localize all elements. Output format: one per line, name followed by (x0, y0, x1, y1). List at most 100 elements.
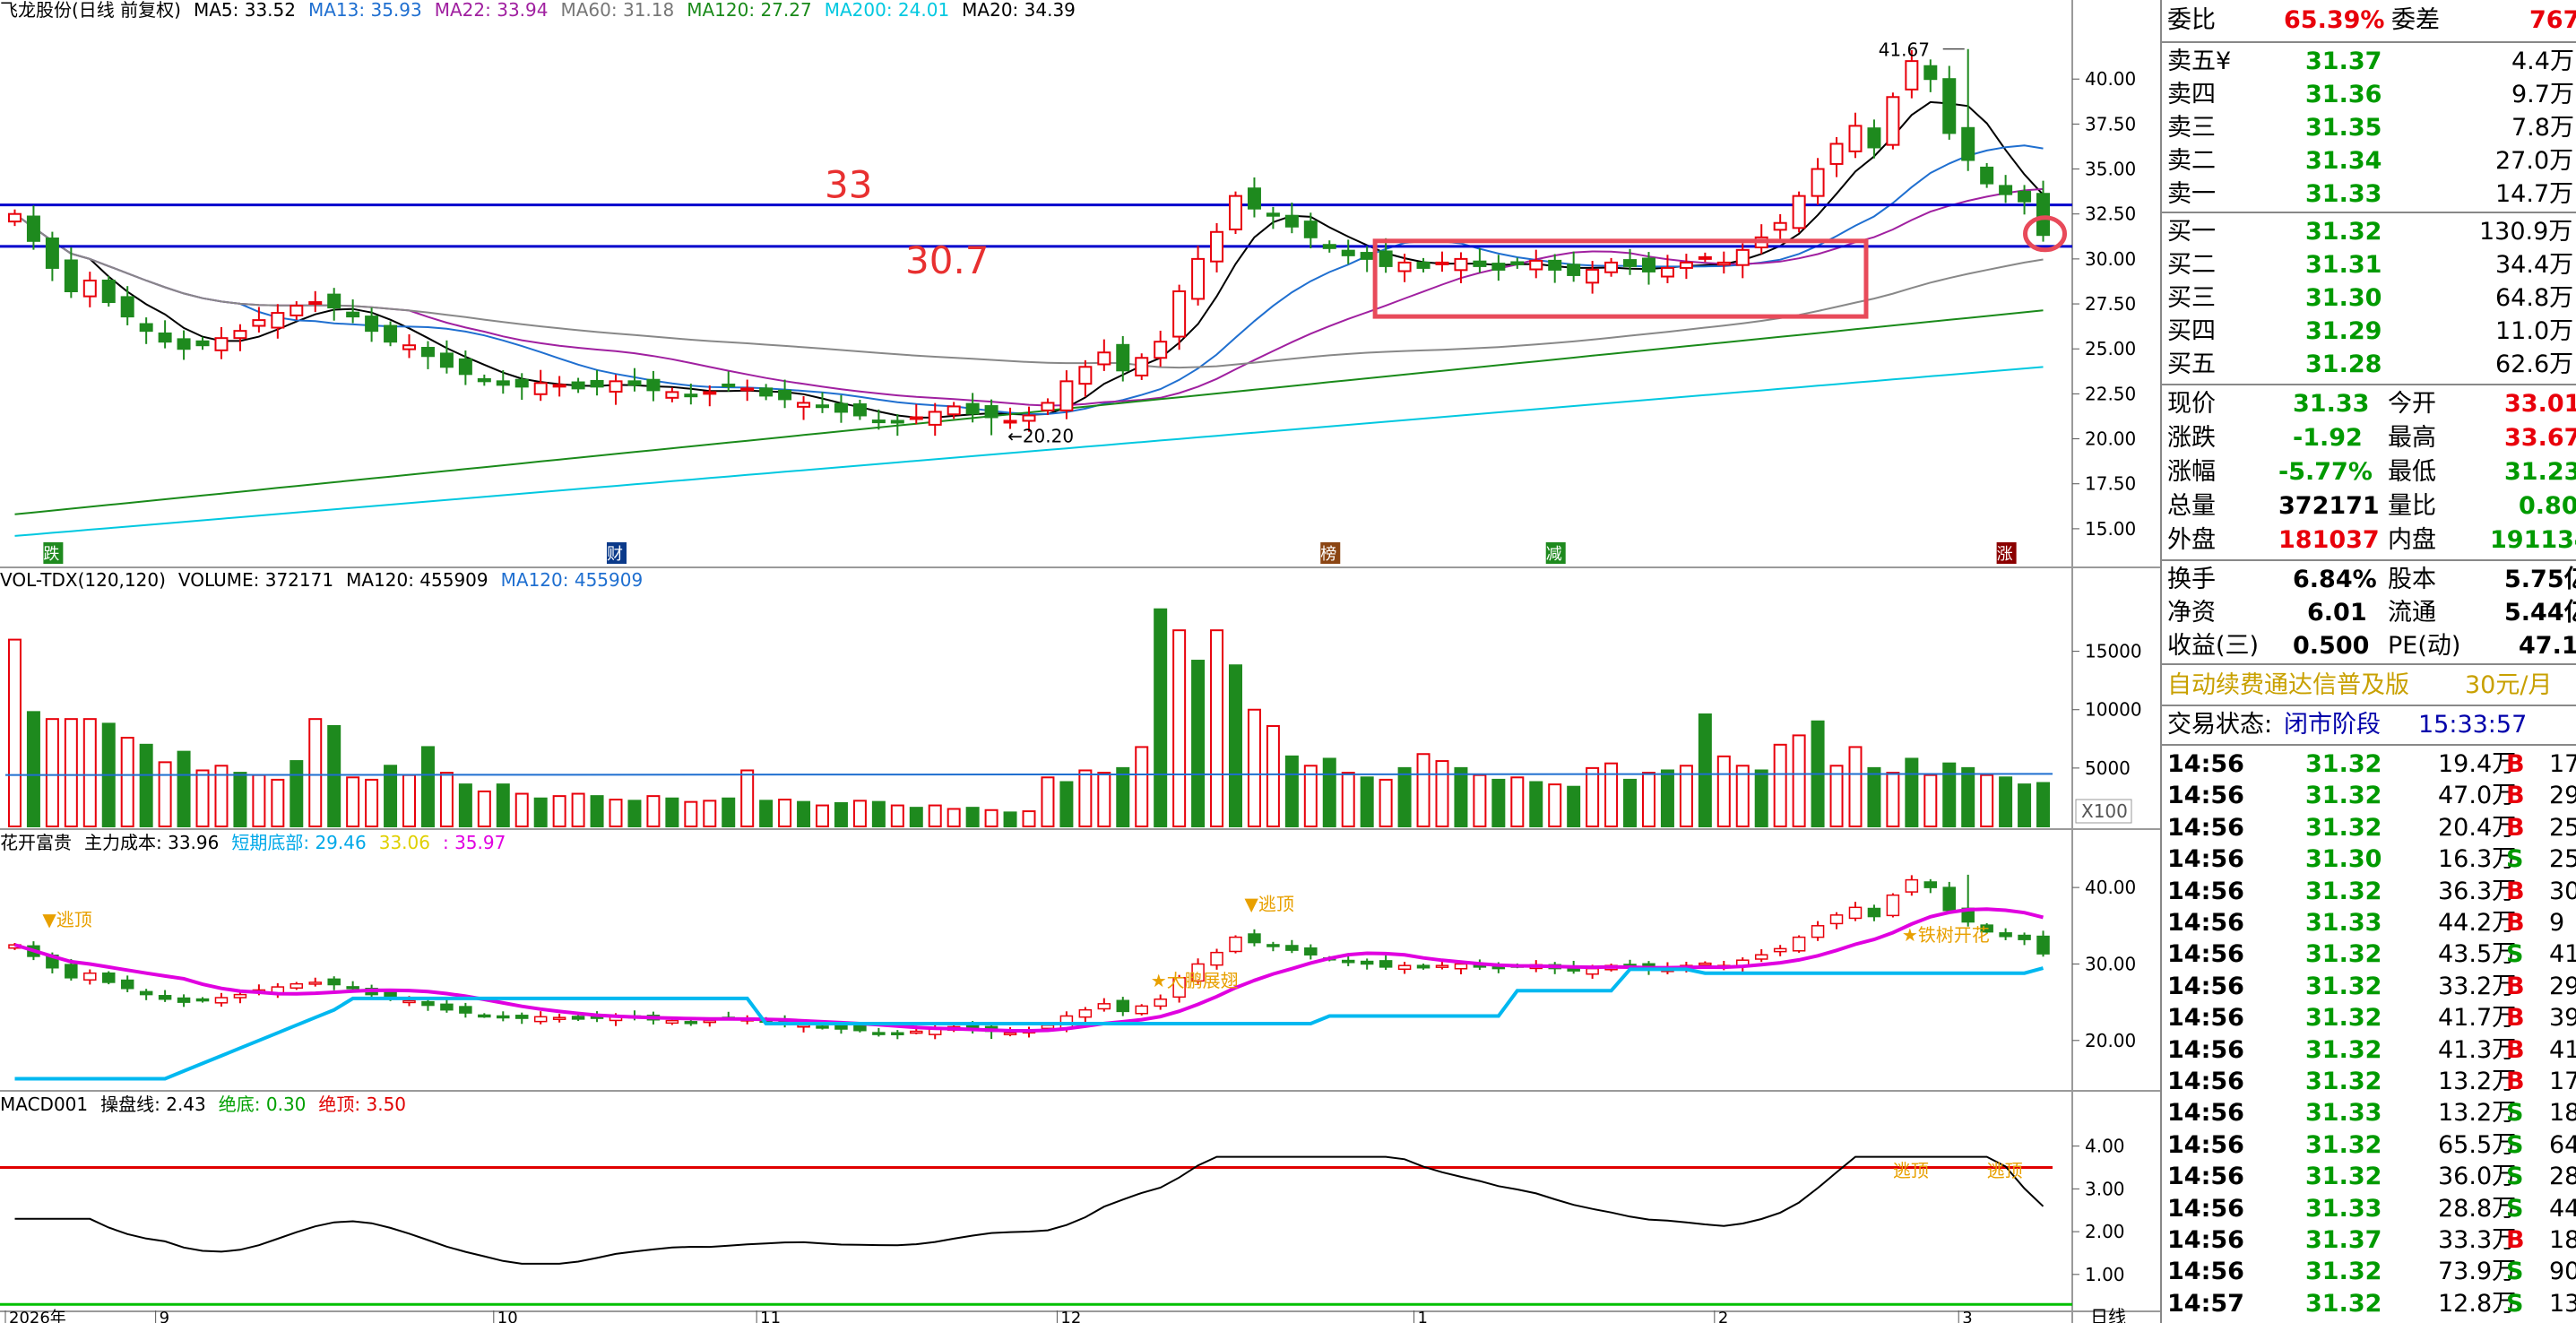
candle-body (1623, 259, 1638, 267)
volume-bar (1116, 766, 1130, 827)
volume-bar (402, 774, 417, 828)
ask-volume: 4.4万 (2511, 48, 2574, 75)
tick-price: 31.32 (2305, 1035, 2382, 1064)
hkfg-candle-body (1454, 963, 1468, 970)
stat-row-2: 涨幅 -5.77% 最低 31.23 (2162, 455, 2576, 489)
breakdown-circle (2023, 215, 2068, 253)
tick-side: S (2506, 1194, 2524, 1223)
stat-label: 涨幅 (2167, 458, 2216, 486)
tick-side: B (2506, 877, 2525, 905)
tick-row: 14:56 31.33 28.8万 S 44 (2162, 1192, 2576, 1226)
hkfg-candle-body (497, 1015, 510, 1019)
vol-scale-label: X100 (2081, 800, 2128, 822)
x-label-3: 11 (760, 1309, 781, 1323)
tick-volume: 13.2万 (2438, 1099, 2517, 1128)
bid-level-5[interactable]: 买五 31.28 62.6万 (2162, 348, 2576, 382)
volume-bar (1792, 734, 1806, 828)
volume-bar (684, 800, 698, 828)
ma200-line (14, 366, 2044, 537)
volume-ma120-blue: MA120: 455909 (500, 569, 644, 591)
hkfg-candle-body (308, 981, 322, 985)
candle-body (1284, 214, 1299, 228)
ask-price: 31.35 (2305, 114, 2382, 142)
hkfg-tick-label-0: 40.00 (2085, 877, 2136, 898)
volume-bar (1716, 755, 1731, 827)
candle-body (2018, 190, 2032, 203)
hkfg-v2: 33.06 (378, 832, 430, 853)
candle-body (1154, 341, 1168, 359)
candle-body (1435, 261, 1449, 265)
volume-bar (327, 724, 341, 828)
ask-price: 31.36 (2305, 81, 2382, 108)
candle-body (458, 358, 472, 376)
candle-body (1548, 259, 1562, 271)
bid-level-3[interactable]: 买三 31.30 64.8万 (2162, 281, 2576, 316)
hkfg-candle-body (1210, 951, 1223, 966)
tick-side: S (2506, 845, 2524, 874)
candle-body (1097, 351, 1111, 366)
tick-side: S (2506, 1258, 2524, 1286)
tick-count: 29 (2549, 972, 2576, 1000)
tick-time: 14:56 (2167, 1035, 2244, 1064)
macd-tick-label-3: 1.00 (2085, 1264, 2125, 1285)
hkfg-candle-body (1848, 906, 1863, 920)
bid-level-1[interactable]: 买一 31.32 130.9万 (2162, 215, 2576, 249)
hkfg-candle-body (1980, 924, 1993, 933)
hkfg-v3: : 35.97 (442, 832, 506, 853)
volume-bar (816, 804, 830, 827)
tick-time: 14:56 (2167, 1068, 2244, 1095)
ma13-line (13, 144, 2044, 415)
candle-body (1905, 60, 1919, 91)
ask-level-4[interactable]: 卖二 31.34 27.0万 (2162, 144, 2576, 178)
volume-bar (2018, 783, 2032, 827)
ask-level-5[interactable]: 卖一 31.33 14.7万 (2162, 177, 2576, 212)
volume-bar (928, 804, 942, 827)
volume-bar (252, 774, 266, 828)
hkfg-candle-body (514, 1015, 529, 1019)
bid-volume: 130.9万 (2479, 218, 2573, 246)
hkfg-candle-body (1172, 977, 1186, 999)
indicator-5: MA200: 24.01 (824, 0, 950, 21)
candle-body (64, 259, 78, 293)
bid-price: 31.28 (2305, 350, 2382, 378)
tick-time: 14:56 (2167, 845, 2244, 874)
volume-bar (1454, 766, 1468, 827)
candlestick-chart-area[interactable]: 40.00 37.50 35.00 32.50 30.00 27.50 25.00 22.50… (0, 0, 2160, 1323)
volume-bar (852, 800, 867, 827)
volume-bar (82, 718, 97, 828)
candle-body (1022, 414, 1036, 422)
ad-banner[interactable]: 自动续费通达信普及版 30元/月 (2162, 669, 2576, 703)
candle-body (139, 323, 153, 333)
ask-level-3[interactable]: 卖三 31.35 7.8万 (2162, 111, 2576, 145)
candle-body (1491, 263, 1506, 271)
volume-bar (571, 792, 585, 827)
hkfg-candle-body (139, 990, 153, 996)
ask-level-1[interactable]: 卖五¥ 31.37 4.4万 (2162, 45, 2576, 79)
volume-bar (195, 769, 210, 828)
hkfg-candle-body (1586, 967, 1599, 975)
hkfg-tag-3: ★铁树开花 (1902, 924, 1990, 946)
candle-body (101, 279, 116, 304)
volume-bar (1379, 778, 1393, 828)
volume-bar (514, 792, 529, 827)
bid-level-4[interactable]: 买四 31.29 11.0万 (2162, 315, 2576, 349)
x-label-7: 3 (1962, 1309, 1972, 1323)
tick-count: 41 (2549, 1035, 2576, 1064)
bid-level-2[interactable]: 买二 31.31 34.4万 (2162, 248, 2576, 282)
tick-side: B (2506, 813, 2525, 842)
tick-price: 31.32 (2305, 750, 2382, 778)
stat2-label: 流通 (2388, 599, 2436, 627)
stat-value: -5.77% (2278, 458, 2373, 486)
hkfg-candle-body (1923, 881, 1938, 888)
tick-row: 14:56 31.32 41.3万 B 41 (2162, 1033, 2576, 1068)
price-tick-label-10: 15.00 (2085, 518, 2136, 540)
ask-label: 卖四 (2167, 81, 2216, 108)
tick-volume: 16.3万 (2438, 845, 2517, 874)
candle-body (402, 344, 417, 350)
ask-level-2[interactable]: 卖四 31.36 9.7万 (2162, 78, 2576, 112)
candle-body (871, 419, 886, 424)
support-line-label-0: 33 (825, 163, 872, 207)
tick-price: 31.33 (2305, 909, 2382, 937)
hkfg-candle-body (1867, 907, 1881, 918)
candle-body (346, 311, 360, 318)
